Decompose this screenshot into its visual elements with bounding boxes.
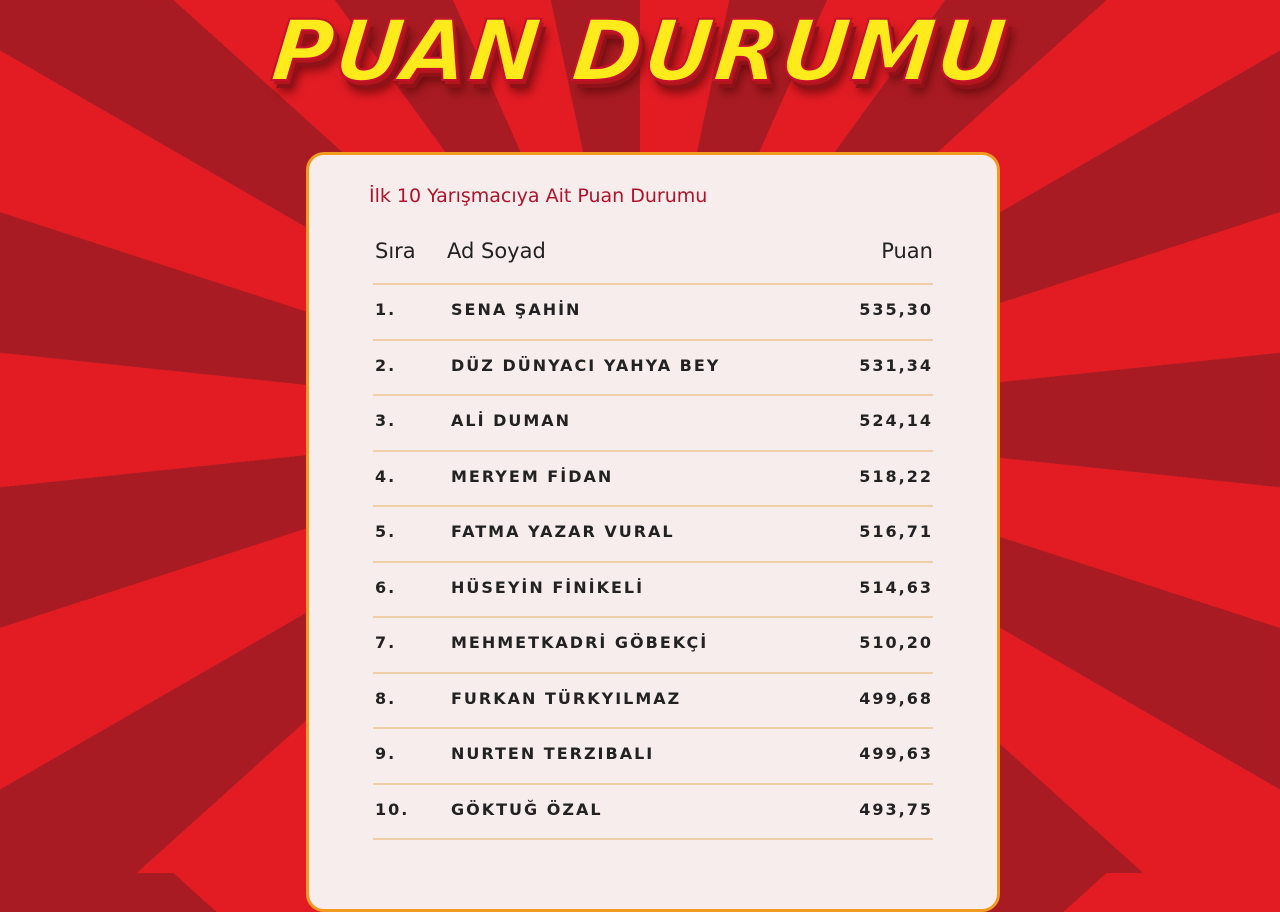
row-name: FATMA YAZAR VURAL (451, 522, 675, 541)
row-rank: 1. (375, 300, 397, 319)
row-rank: 3. (375, 411, 397, 430)
row-name: SENA ŞAHİN (451, 300, 582, 319)
row-divider (373, 616, 933, 618)
row-divider (373, 394, 933, 396)
row-divider (373, 338, 933, 341)
row-name: DÜZ DÜNYACI YAHYA BEY (451, 355, 721, 375)
leaderboard-subtitle: İlk 10 Yarışmacıya Ait Puan Durumu (369, 185, 708, 207)
row-score: 514,63 (859, 577, 933, 597)
row-score: 516,71 (859, 522, 933, 541)
table-row: 5. FATMA YAZAR VURAL 516,71 (373, 522, 933, 552)
row-score: 499,68 (859, 688, 933, 708)
row-rank: 6. (375, 577, 397, 597)
table-row: 10. GÖKTUĞ ÖZAL 493,75 (373, 800, 933, 830)
table-row: 2. DÜZ DÜNYACI YAHYA BEY 531,34 (373, 356, 933, 386)
row-name: GÖKTUĞ ÖZAL (451, 799, 603, 819)
row-name: FURKAN TÜRKYILMAZ (451, 688, 682, 708)
row-score: 510,20 (859, 633, 933, 652)
column-header-name: Ad Soyad (447, 239, 546, 263)
table-row: 4. MERYEM FİDAN 518,22 (373, 467, 933, 497)
row-divider (373, 671, 933, 674)
row-divider (373, 782, 933, 785)
row-score: 531,34 (859, 355, 933, 375)
row-rank: 8. (375, 688, 397, 708)
row-divider (373, 449, 933, 452)
row-score: 493,75 (859, 799, 933, 819)
row-divider (373, 283, 933, 285)
leaderboard-card: İlk 10 Yarışmacıya Ait Puan Durumu Sıra … (306, 152, 1000, 912)
page-title: PUAN DURUMU (266, 1, 1013, 101)
row-rank: 5. (375, 522, 397, 541)
table-row: 1. SENA ŞAHİN 535,30 (373, 300, 933, 330)
row-divider (373, 727, 933, 729)
row-name: MERYEM FİDAN (451, 466, 614, 486)
row-rank: 10. (375, 799, 410, 819)
row-rank: 2. (375, 355, 397, 375)
table-row: 7. MEHMETKADRİ GÖBEKÇİ 510,20 (373, 633, 933, 663)
row-divider (373, 560, 933, 563)
row-score: 499,63 (859, 744, 933, 763)
row-score: 535,30 (859, 300, 933, 319)
table-row: 8. FURKAN TÜRKYILMAZ 499,68 (373, 689, 933, 719)
row-rank: 4. (375, 466, 397, 486)
table-row: 3. ALİ DUMAN 524,14 (373, 411, 933, 441)
row-name: NURTEN TERZIBALI (451, 744, 655, 763)
column-header-rank: Sıra (375, 239, 416, 263)
row-divider (373, 505, 933, 507)
table-header: Sıra Ad Soyad Puan (373, 239, 933, 271)
column-header-score: Puan (881, 239, 933, 263)
row-divider (373, 838, 933, 840)
row-rank: 7. (375, 633, 397, 652)
row-rank: 9. (375, 744, 397, 763)
row-score: 518,22 (859, 466, 933, 486)
table-row: 9. NURTEN TERZIBALI 499,63 (373, 744, 933, 774)
row-name: HÜSEYİN FİNİKELİ (451, 577, 645, 597)
table-row: 6. HÜSEYİN FİNİKELİ 514,63 (373, 578, 933, 608)
row-name: MEHMETKADRİ GÖBEKÇİ (451, 633, 709, 652)
row-score: 524,14 (859, 411, 933, 430)
row-name: ALİ DUMAN (451, 411, 572, 430)
